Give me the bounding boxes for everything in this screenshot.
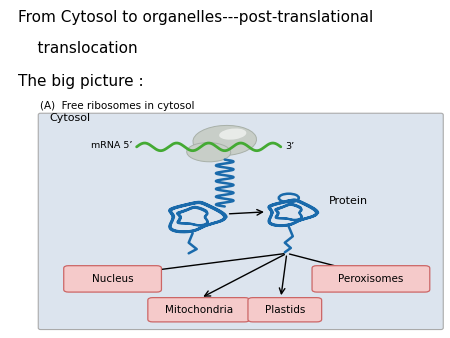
Text: From Cytosol to organelles---post-translational: From Cytosol to organelles---post-transl… xyxy=(18,10,373,25)
Text: Nucleus: Nucleus xyxy=(92,274,133,284)
Text: translocation: translocation xyxy=(18,41,138,55)
Text: Protein: Protein xyxy=(329,196,368,206)
Text: Plastids: Plastids xyxy=(265,305,305,315)
FancyBboxPatch shape xyxy=(64,266,162,292)
Text: (A)  Free ribosomes in cytosol: (A) Free ribosomes in cytosol xyxy=(40,101,195,112)
Ellipse shape xyxy=(219,128,246,140)
Text: The big picture :: The big picture : xyxy=(18,74,144,89)
FancyBboxPatch shape xyxy=(312,266,430,292)
Ellipse shape xyxy=(187,143,231,162)
Text: mRNA 5’: mRNA 5’ xyxy=(91,141,133,150)
Text: 3’: 3’ xyxy=(285,142,294,151)
Text: Peroxisomes: Peroxisomes xyxy=(338,274,404,284)
Text: Cytosol: Cytosol xyxy=(50,113,90,123)
Ellipse shape xyxy=(193,125,256,155)
Text: Mitochondria: Mitochondria xyxy=(165,305,233,315)
FancyBboxPatch shape xyxy=(248,298,322,322)
FancyBboxPatch shape xyxy=(148,298,250,322)
